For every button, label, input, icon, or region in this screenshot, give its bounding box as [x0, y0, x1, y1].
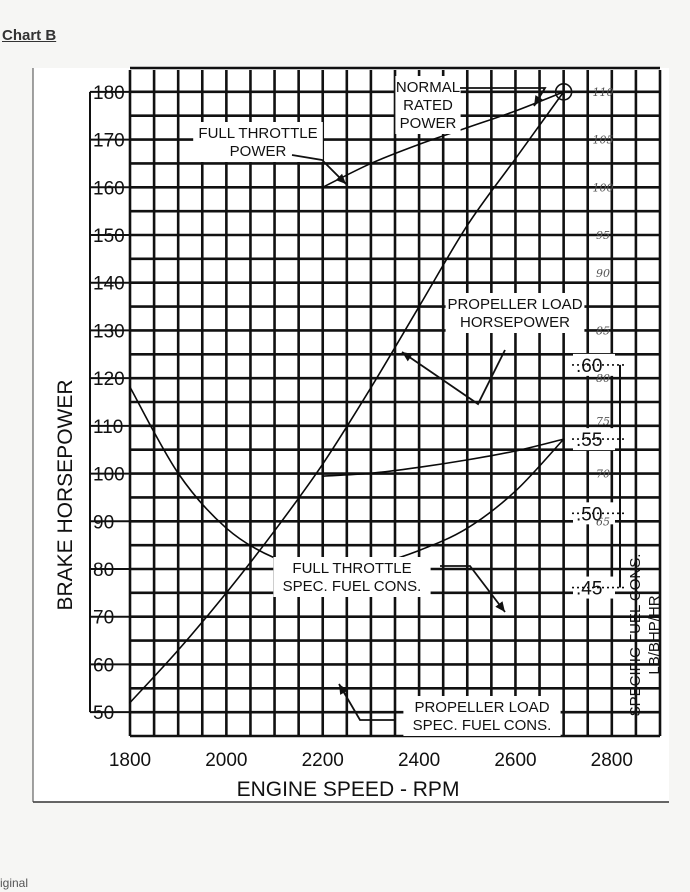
leader-normal-rated-power-head	[534, 95, 544, 106]
y2-axis-title-line: LB/BHP/HR	[646, 595, 663, 674]
leader-full-throttle-sfc-head	[495, 601, 505, 612]
left-axis-tick-label: 80	[93, 560, 114, 581]
leader-full-throttle-sfc	[440, 565, 506, 613]
leader-full-throttle-power-head	[335, 173, 346, 184]
handwritten-mark: 70	[596, 468, 610, 481]
label-normal-rated-power-bg	[395, 76, 461, 134]
leader-full-throttle-power	[291, 154, 347, 185]
handwritten-mark: 110	[593, 86, 614, 99]
series-point-3	[514, 490, 517, 492]
series-point-3	[418, 549, 420, 552]
series-point-2	[514, 450, 517, 452]
left-axis-tick-label: 60	[93, 655, 114, 676]
left-axis-tick-label: 120	[93, 369, 125, 390]
label-propeller-load-sfc-bg	[403, 696, 561, 736]
y-axis-title: BRAKE HORSEPOWER	[54, 379, 77, 610]
x-axis-band	[96, 738, 656, 800]
series-line-1	[129, 91, 565, 704]
handwritten-mark: 75	[596, 415, 610, 428]
series-point-3	[129, 386, 131, 389]
x-axis-tick-label: 2200	[302, 750, 344, 771]
label-normal-rated-power-line: NORMAL	[396, 79, 460, 96]
label-full-throttle-sfc-line: FULL THROTTLE	[292, 560, 411, 577]
series-point-3	[466, 527, 469, 530]
handwritten-mark: 65	[596, 515, 610, 528]
leader-propeller-load-hp-head	[402, 352, 413, 362]
series-point-2	[466, 458, 469, 461]
series-point-2	[370, 472, 372, 475]
series-point-1	[466, 224, 469, 227]
x-axis-tick-label: 1800	[109, 750, 151, 771]
handwritten-mark: 95	[596, 229, 610, 242]
labels: 11010510095908580757065NORMALRATEDPOWERF…	[193, 76, 614, 736]
series-point-2	[418, 466, 420, 469]
label-propeller-load-hp-bg	[445, 293, 585, 333]
label-propeller-load-sfc-line: SPEC. FUEL CONS.	[413, 717, 552, 734]
series-point-0	[466, 126, 469, 129]
series-point-1	[273, 529, 276, 532]
left-axis-tick-label: 70	[93, 608, 114, 629]
series-point-3	[177, 472, 180, 475]
leader-propeller-load-sfc-head	[339, 684, 348, 695]
handwritten-mark: 100	[593, 181, 614, 194]
label-full-throttle-power-line: POWER	[230, 143, 287, 160]
left-axis-tick-label: 170	[93, 131, 125, 152]
x-axis-tick-label: 2000	[205, 750, 247, 771]
x-axis-title: ENGINE SPEED - RPM	[237, 778, 460, 801]
leader-propeller-load-hp	[401, 349, 506, 406]
x-axis-tick-label: 2400	[398, 750, 440, 771]
handwritten-mark: 80	[596, 372, 610, 385]
left-axis-tick-label: 50	[93, 703, 114, 724]
series-line-2	[322, 438, 564, 478]
series-point-2	[321, 475, 324, 478]
label-normal-rated-power-line: POWER	[400, 115, 457, 132]
label-full-throttle-sfc-bg	[273, 557, 431, 597]
left-axis-tick-label: 130	[93, 321, 125, 342]
leader-propeller-load-sfc	[338, 683, 395, 721]
series-point-3	[562, 438, 565, 441]
x-axis-tick-label: 2800	[591, 750, 633, 771]
series-point-3	[225, 527, 228, 530]
right-axis-tick-label: .55	[576, 430, 602, 451]
right-axis-tick-label: .60	[576, 356, 602, 377]
series-point-1	[321, 463, 324, 465]
corner-text: iginal	[0, 876, 29, 890]
page-title: Chart B	[2, 27, 57, 44]
series-line-0	[322, 91, 564, 189]
left-axis-tick-label: 100	[93, 465, 125, 486]
left-axis-tick-label: 160	[93, 178, 125, 199]
axes: 50 60 70 80 90 100 110 120 130 140 150 160 170 180 .45…	[54, 83, 663, 801]
left-axis-tick-label: 110	[93, 417, 123, 438]
series-point-0	[514, 110, 517, 112]
label-full-throttle-power-line: FULL THROTTLE	[198, 125, 317, 142]
label-full-throttle-sfc-line: SPEC. FUEL CONS.	[283, 578, 422, 595]
left-axis-tick-label: 90	[93, 512, 114, 533]
series-point-0	[418, 143, 420, 146]
series-point-1	[225, 591, 228, 594]
series-point-1	[514, 157, 517, 160]
handwritten-mark: 105	[593, 134, 614, 147]
label-normal-rated-power-line: RATED	[403, 97, 453, 114]
label-propeller-load-hp-line: PROPELLER LOAD	[447, 296, 582, 313]
left-axis-tick-label: 180	[93, 83, 125, 104]
label-propeller-load-hp-line: HORSEPOWER	[460, 314, 570, 331]
series-point-1	[370, 386, 372, 389]
label-propeller-load-sfc-line: PROPELLER LOAD	[414, 699, 549, 716]
y2-axis-title-line: SPECIFIC FUEL CONS.	[627, 554, 644, 717]
handwritten-mark: 90	[596, 267, 610, 280]
left-axis-tick-label: 150	[93, 226, 125, 247]
y2-axis-title-group: SPECIFIC FUEL CONS. LB/BHP/HR	[627, 554, 663, 717]
series-point-1	[418, 305, 420, 308]
handwritten-mark: 85	[596, 324, 610, 337]
series-point-0	[370, 162, 372, 165]
series-point-1	[177, 649, 180, 652]
series-point-1	[129, 701, 131, 704]
right-axis-tick-label: .50	[576, 504, 602, 525]
right-axis-tick-label: .45	[576, 579, 602, 600]
series-point-0	[321, 186, 324, 189]
left-axis-tick-label: 140	[93, 274, 125, 295]
x-axis-tick-label: 2600	[494, 750, 536, 771]
label-full-throttle-power-bg	[193, 122, 323, 162]
